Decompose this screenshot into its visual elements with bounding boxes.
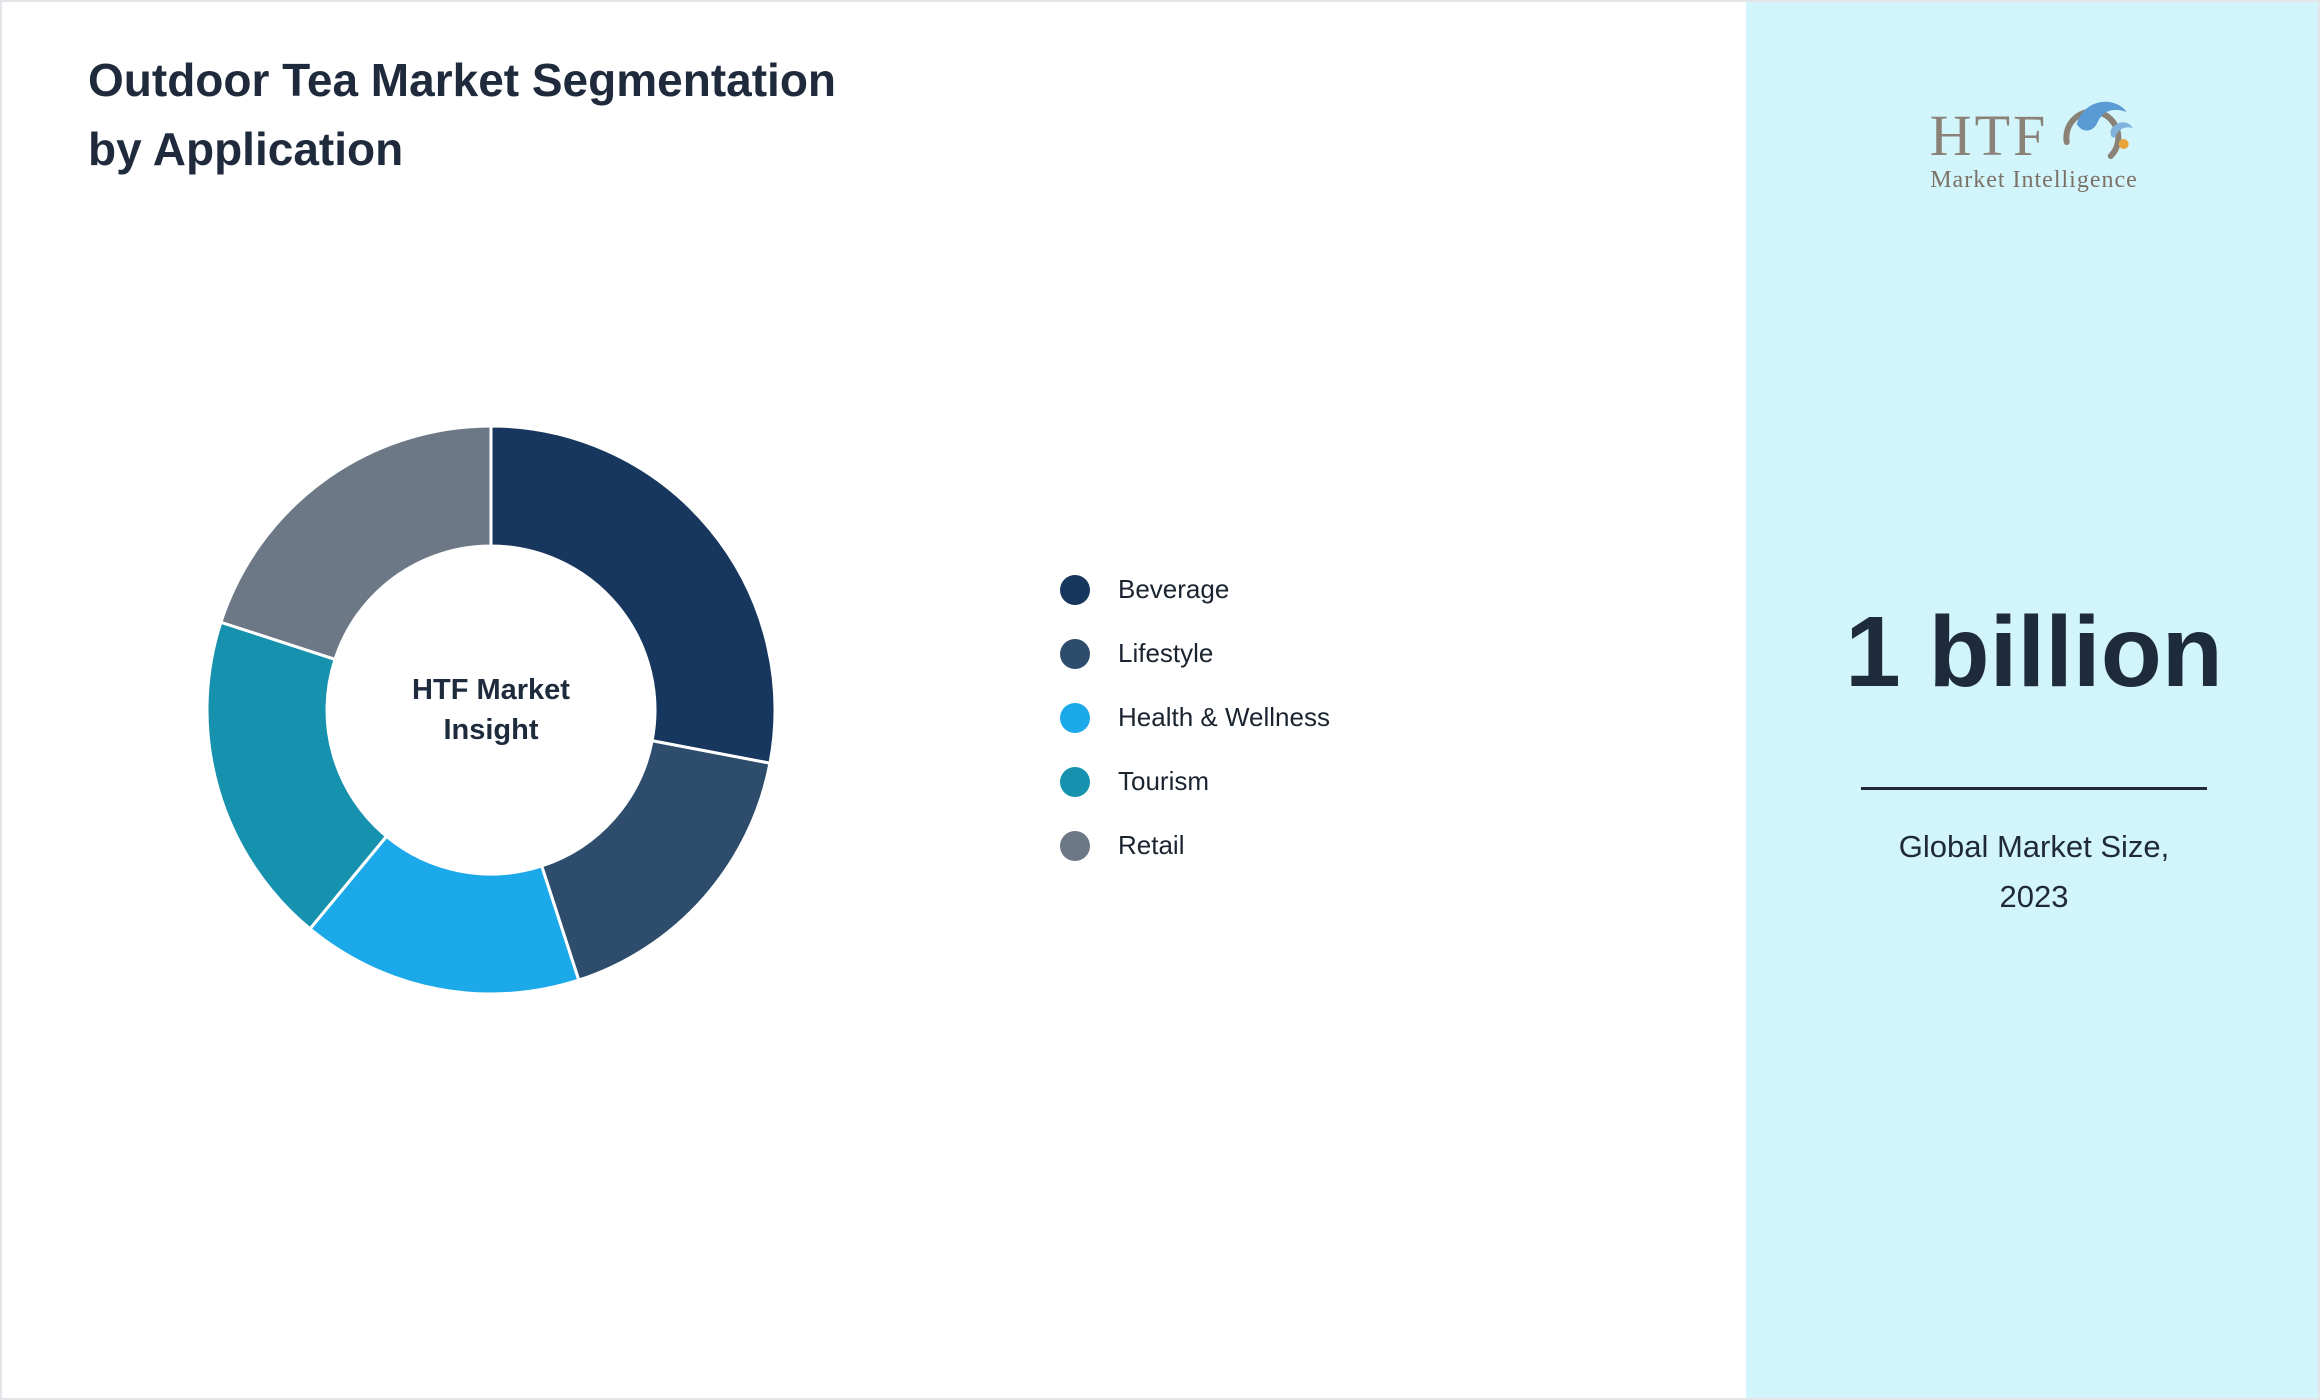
legend-item-beverage: Beverage [1060, 574, 1330, 605]
legend-dot-health-wellness [1060, 702, 1090, 733]
legend-label-health-wellness: Health & Wellness [1118, 702, 1330, 732]
market-size-caption-line1: Global Market Size, [1898, 829, 2170, 864]
htf-logo: HTF Market Intelligence [1930, 90, 2139, 194]
chart-legend: Beverage Lifestyle Health & Wellness Touris… [1060, 574, 1330, 861]
market-size-block: 1 billion Global Market Size, 2023 [1746, 596, 2318, 922]
market-size-caption-line2: 2023 [1999, 879, 2069, 914]
market-size-value: 1 billion [1845, 596, 2223, 708]
legend-item-lifestyle: Lifestyle [1060, 638, 1330, 669]
htf-logo-top: HTF [1930, 90, 2139, 165]
legend-label-tourism: Tourism [1118, 766, 1210, 796]
legend-label-beverage: Beverage [1118, 574, 1230, 604]
donut-segment-health-wellness [307, 834, 581, 996]
legend-item-retail: Retail [1060, 830, 1330, 861]
page-title: Outdoor Tea Market Segmentation by Appli… [88, 46, 836, 184]
page-title-line2: by Application [88, 123, 404, 175]
donut-segment-lifestyle [539, 738, 772, 982]
htf-logo-text: HTF [1929, 103, 2049, 168]
legend-item-tourism: Tourism [1060, 766, 1330, 797]
legend-dot-retail [1060, 830, 1090, 861]
market-size-caption: Global Market Size, 2023 [1746, 822, 2318, 922]
donut-segment-retail [219, 424, 493, 662]
dolphin-logo-icon [2052, 90, 2138, 165]
legend-item-health-wellness: Health & Wellness [1060, 702, 1330, 733]
legend-dot-beverage [1060, 574, 1090, 605]
sidebar-panel: HTF Market Intelligence 1 billion Global… [1746, 2, 2318, 1398]
donut-chart [205, 424, 777, 996]
donut-segment-beverage [489, 424, 777, 765]
page-title-line1: Outdoor Tea Market Segmentation [88, 54, 837, 106]
donut-segment-tourism [205, 620, 389, 931]
divider-line [1861, 787, 2207, 790]
legend-label-retail: Retail [1118, 830, 1185, 860]
legend-dot-tourism [1060, 766, 1090, 797]
legend-label-lifestyle: Lifestyle [1118, 638, 1214, 668]
htf-logo-subtext: Market Intelligence [1930, 167, 2138, 193]
donut-chart-container: HTF Market Insight [205, 424, 777, 996]
legend-dot-lifestyle [1060, 638, 1090, 669]
